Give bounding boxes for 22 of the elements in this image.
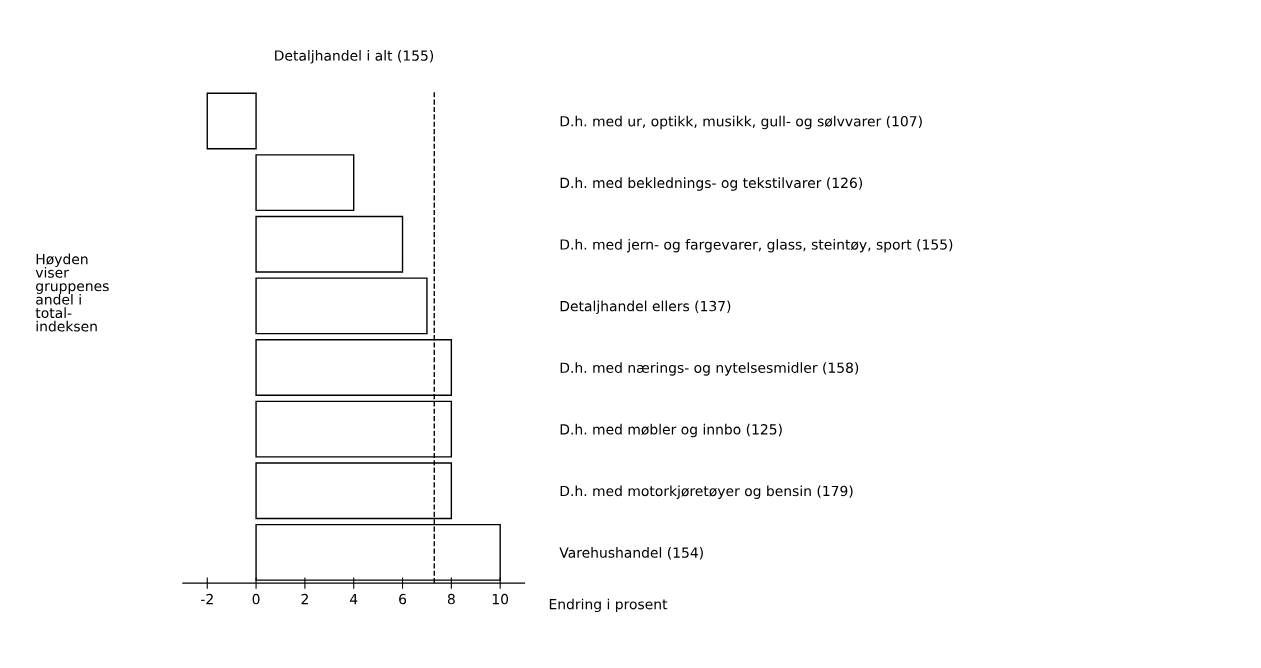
x-tick-label: -2 <box>201 593 213 605</box>
x-tick-label: 6 <box>399 593 407 605</box>
y-tick-label: D.h. med beklednings- og tekstilvarer (126) <box>560 177 863 191</box>
bar <box>255 277 428 335</box>
y-tick-label: D.h. med motorkjøretøyer og bensin (179) <box>560 485 853 499</box>
bar <box>255 154 355 212</box>
y-tick-label: D.h. med nærings- og nytelsesmidler (158) <box>560 362 859 376</box>
y-tick-label: D.h. med møbler og innbo (125) <box>560 423 782 438</box>
text: Høyden viser gruppenes andel i total- indeksen <box>35 253 109 332</box>
bar <box>255 215 404 273</box>
x-tick-label: 2 <box>301 593 308 605</box>
x-tick-label: 8 <box>447 593 455 605</box>
x-tick-label: 4 <box>349 594 358 605</box>
x-tick-label: 0 <box>252 593 260 605</box>
y-tick-label: Detaljhandel ellers (137) <box>560 300 731 315</box>
x-tick-label: 10 <box>492 593 509 605</box>
ref-line-label: Detaljhandel i alt (155) <box>275 50 434 64</box>
y-tick-label: D.h. med jern- og fargevarer, glass, steintøy, sport (155) <box>560 238 953 253</box>
y-tick-label: D.h. med ur, optikk, musikk, gull- og sølvvarer (107) <box>560 115 922 130</box>
y-tick-label: Varehushandel (154) <box>559 547 703 560</box>
x-axis-title: Endring i prosent <box>549 598 668 613</box>
bar <box>206 92 257 150</box>
